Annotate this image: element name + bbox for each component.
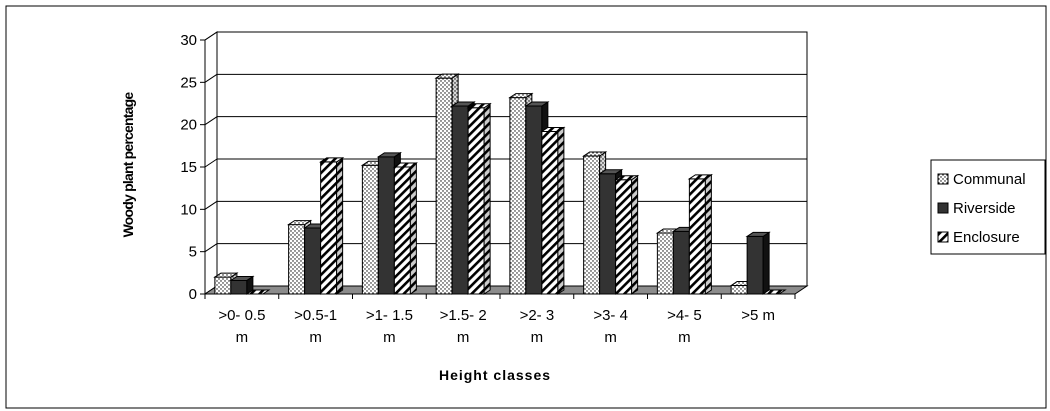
- bar-top-communal: [434, 73, 460, 79]
- gridline-side: [204, 73, 218, 83]
- x-tick-label: m: [236, 329, 249, 346]
- y-tick-label: 0: [189, 286, 197, 303]
- x-tick-label: m: [531, 329, 544, 346]
- bars-group: [213, 73, 787, 295]
- x-tick-label: m: [604, 329, 617, 346]
- y-axis-label: Woody plant percentage: [120, 92, 136, 238]
- x-tick-label: >4- 5: [667, 307, 702, 324]
- gridline-side: [204, 158, 218, 168]
- bar-top-communal: [581, 151, 608, 157]
- x-tick-label: >1.5- 2: [440, 307, 487, 324]
- bar-enclosure: [467, 107, 485, 295]
- bar-riverside: [230, 279, 248, 295]
- y-tick-label: 10: [180, 201, 197, 218]
- bar-side-enclosure: [336, 156, 344, 295]
- axes-group: 0 5 10 15 20 25 30 >0- 0.5 m >0.5-1 m >1- 1.5 m >1.5-…: [180, 32, 796, 346]
- bar-riverside: [672, 230, 690, 295]
- y-tick-label: 20: [180, 117, 197, 134]
- x-tick-label: >3- 4: [593, 307, 628, 324]
- bar-side-enclosure: [483, 102, 491, 295]
- bar-riverside: [746, 235, 764, 295]
- x-tick-label: m: [457, 329, 470, 346]
- x-tick-label: m: [309, 329, 322, 346]
- legend-swatch-riverside: [937, 202, 949, 214]
- gridline-side: [204, 31, 218, 41]
- bar-top-communal: [213, 272, 239, 278]
- bar-enclosure: [615, 179, 633, 295]
- y-tick-label: 25: [180, 74, 197, 91]
- bar-communal: [730, 285, 748, 295]
- bar-side-enclosure: [631, 174, 639, 295]
- bar-top-riverside: [450, 101, 476, 107]
- gridline-side: [204, 200, 218, 210]
- bar-top-enclosure: [613, 175, 640, 181]
- legend-swatch-enclosure: [937, 231, 949, 243]
- bar-top-riverside: [376, 152, 403, 158]
- bar-riverside: [599, 173, 617, 295]
- x-tick-label: m: [678, 329, 691, 346]
- bar-top-riverside: [229, 275, 255, 281]
- bar-communal: [214, 276, 232, 295]
- x-tick-label: >0- 0.5: [218, 307, 265, 324]
- bar-communal: [361, 164, 379, 295]
- bar-enclosure: [541, 130, 559, 295]
- x-tick-label: m: [383, 329, 396, 346]
- bar-top-enclosure: [318, 157, 345, 163]
- bar-enclosure: [320, 161, 338, 295]
- legend-label-riverside: Riverside: [953, 200, 1016, 217]
- gridline-side: [204, 116, 218, 126]
- bar-communal: [509, 97, 527, 295]
- x-axis-label: Height classes: [439, 367, 551, 383]
- bar-riverside: [377, 156, 395, 295]
- y-tick-label: 15: [180, 159, 197, 176]
- x-tick-label: >1- 1.5: [366, 307, 413, 324]
- x-tick-label: >0.5-1: [294, 307, 337, 324]
- bar-communal: [583, 155, 601, 295]
- bar-communal: [656, 232, 674, 295]
- legend-label-communal: Communal: [953, 171, 1026, 188]
- bar-top-enclosure: [687, 174, 714, 180]
- bar-top-communal: [508, 93, 534, 99]
- bar-top-riverside: [524, 101, 550, 107]
- bar-enclosure: [393, 166, 411, 295]
- x-tick-label: >5 m: [741, 307, 775, 324]
- bar-top-enclosure: [392, 162, 419, 168]
- bar-side-enclosure: [557, 126, 565, 295]
- bar-top-riverside: [745, 231, 771, 237]
- bar-enclosure: [688, 178, 706, 295]
- bar-riverside: [525, 105, 543, 295]
- legend-swatch-communal: [937, 173, 949, 185]
- y-tick-label: 30: [180, 32, 197, 49]
- gridline-side: [204, 243, 218, 253]
- x-tick-label: >2- 3: [520, 307, 555, 324]
- bar-riverside: [451, 105, 469, 295]
- bar-top-enclosure: [466, 103, 492, 109]
- bar-top-enclosure: [540, 126, 566, 132]
- bar-communal: [435, 77, 453, 295]
- bar-communal: [288, 224, 306, 295]
- legend: Communal Riverside Enclosure: [930, 159, 1046, 255]
- bar-top-riverside: [597, 169, 624, 175]
- y-tick-label: 5: [189, 244, 197, 261]
- bar-side-riverside: [762, 231, 770, 295]
- bar-riverside: [304, 227, 322, 295]
- bar-top-communal: [286, 220, 313, 226]
- bar-side-enclosure: [704, 173, 712, 295]
- legend-label-enclosure: Enclosure: [953, 229, 1020, 246]
- legend-box: [930, 159, 1046, 255]
- bar-side-enclosure: [409, 162, 417, 295]
